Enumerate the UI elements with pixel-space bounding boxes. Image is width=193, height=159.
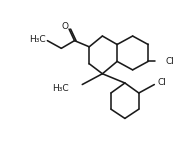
Text: H₃C: H₃C — [52, 84, 69, 93]
Text: Cl: Cl — [157, 79, 166, 87]
Text: Cl: Cl — [166, 57, 175, 66]
Text: O: O — [62, 22, 69, 31]
Text: H₃C: H₃C — [29, 35, 46, 44]
